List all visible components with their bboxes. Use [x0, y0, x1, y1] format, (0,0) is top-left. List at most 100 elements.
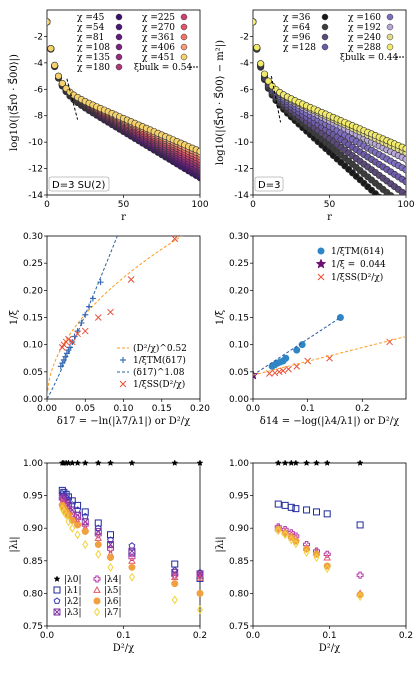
- legend-marker: [386, 23, 394, 31]
- legend-marker: [386, 43, 394, 51]
- legend-label: χ =45: [77, 13, 105, 23]
- x-tick-label: 0.1: [322, 631, 336, 641]
- data-point: [303, 547, 310, 557]
- y-tick-label: -14: [234, 191, 249, 201]
- legend-marker: [53, 597, 61, 604]
- series-2: [266, 338, 393, 377]
- data-point: [47, 18, 51, 26]
- legend-label: χ =108: [77, 43, 110, 53]
- data-point: [196, 571, 204, 579]
- data-point: [196, 605, 204, 615]
- x-tick-label: 100: [397, 200, 414, 210]
- legend-label: χ =96: [283, 33, 311, 43]
- legend-label: (δ17)^1.08: [133, 367, 185, 378]
- data-point: [275, 526, 282, 536]
- data-point: [293, 363, 301, 370]
- data-point: [288, 535, 295, 545]
- y-tick-label: 0.75: [229, 622, 249, 632]
- data-point: [292, 505, 300, 513]
- data-point: [107, 459, 114, 466]
- series-group: [253, 314, 406, 380]
- legend-marker: [119, 380, 127, 388]
- y-tick-label: -6: [240, 85, 249, 95]
- series-3-fit-line: [253, 317, 341, 376]
- y-tick-label: 0.30: [23, 232, 43, 242]
- data-point: [51, 61, 59, 69]
- x-tick-label: 50: [118, 200, 130, 210]
- legend: (D²/χ)^0.521/ξTM(δ17)(δ17)^1.081/ξSS(D²/…: [117, 343, 187, 390]
- x-tick-label: 0.00: [37, 404, 57, 414]
- legend-marker: [115, 13, 123, 21]
- legend-marker: [115, 43, 123, 51]
- series-1: [274, 500, 364, 529]
- data-point: [274, 500, 282, 508]
- legend-marker: [53, 608, 61, 616]
- annotation-box: [48, 176, 110, 192]
- data-point: [292, 459, 300, 466]
- y-tick-label: 0.15: [23, 314, 43, 324]
- legend-label: χ =240: [348, 33, 381, 43]
- legend-marker: [53, 575, 61, 582]
- data-point: [312, 508, 320, 516]
- legend-label: χ =160: [348, 13, 381, 23]
- legend-label: χ =406: [142, 43, 175, 53]
- data-point: [356, 459, 364, 466]
- annotation-text: D=3 SU(2): [52, 180, 106, 191]
- data-point: [253, 18, 257, 26]
- data-point: [171, 560, 179, 568]
- data-point: [196, 589, 204, 597]
- data-point: [95, 549, 102, 559]
- data-point: [402, 145, 406, 153]
- data-point: [65, 335, 72, 343]
- x-tick-label: 0.0: [246, 631, 261, 641]
- x-axis-label: r: [327, 212, 332, 223]
- legend-label: ξbulk = 0.44: [340, 53, 398, 63]
- legend-label: χ =451: [142, 53, 175, 63]
- data-point: [170, 573, 179, 580]
- legend-marker: [180, 13, 188, 21]
- y-tick-label: 0.80: [229, 589, 249, 599]
- y-tick-label: 0.20: [23, 286, 43, 296]
- data-point: [402, 166, 406, 174]
- y-axis-label: |λi|: [9, 536, 20, 552]
- data-point: [386, 338, 393, 346]
- series--288: [253, 18, 406, 153]
- legend-label: χ =192: [348, 23, 381, 33]
- data-point: [81, 512, 89, 520]
- legend-label: χ =36: [283, 13, 311, 23]
- y-tick-label: -8: [240, 112, 249, 122]
- data-point: [74, 530, 81, 540]
- y-tick-label: 0.25: [229, 259, 249, 269]
- annotation-box: [254, 176, 284, 192]
- legend-label: |λ6|: [104, 597, 122, 607]
- y-tick-label: -6: [34, 85, 43, 95]
- data-point: [356, 521, 364, 529]
- data-point: [81, 527, 89, 535]
- panel-tl: 0 50 100 -14 -12 -10 -8 -6 -4 -2 r log10(|⟨S⃗r0 · S…: [7, 9, 209, 223]
- data-point: [323, 553, 332, 561]
- data-point: [376, 193, 382, 195]
- panel-tr: 0 50 100 -14 -12 -10 -8 -6 -4 -2 r log10(|⟨S⃗r0 · S…: [213, 9, 415, 223]
- data-point: [171, 595, 178, 605]
- legend-marker: [317, 273, 325, 281]
- data-point: [68, 338, 76, 346]
- legend-marker: [180, 33, 188, 41]
- legend-marker: [93, 575, 101, 583]
- series-group: [253, 18, 406, 195]
- y-tick-label: 0.95: [23, 492, 43, 502]
- data-point: [128, 547, 136, 555]
- legend-marker: [321, 43, 329, 51]
- data-point: [63, 510, 70, 520]
- data-point: [81, 508, 89, 516]
- legend-label: |λ2|: [64, 597, 82, 607]
- legend-label: χ =54: [77, 23, 105, 33]
- y-axis-label: |λi|: [215, 536, 226, 552]
- y-tick-label: 0.10: [23, 341, 43, 351]
- series-group: [274, 459, 364, 602]
- data-point: [107, 562, 114, 572]
- y-tick-label: 0.05: [23, 368, 43, 378]
- y-tick-label: 0.85: [23, 557, 43, 567]
- data-point: [281, 501, 289, 509]
- data-point: [47, 45, 55, 53]
